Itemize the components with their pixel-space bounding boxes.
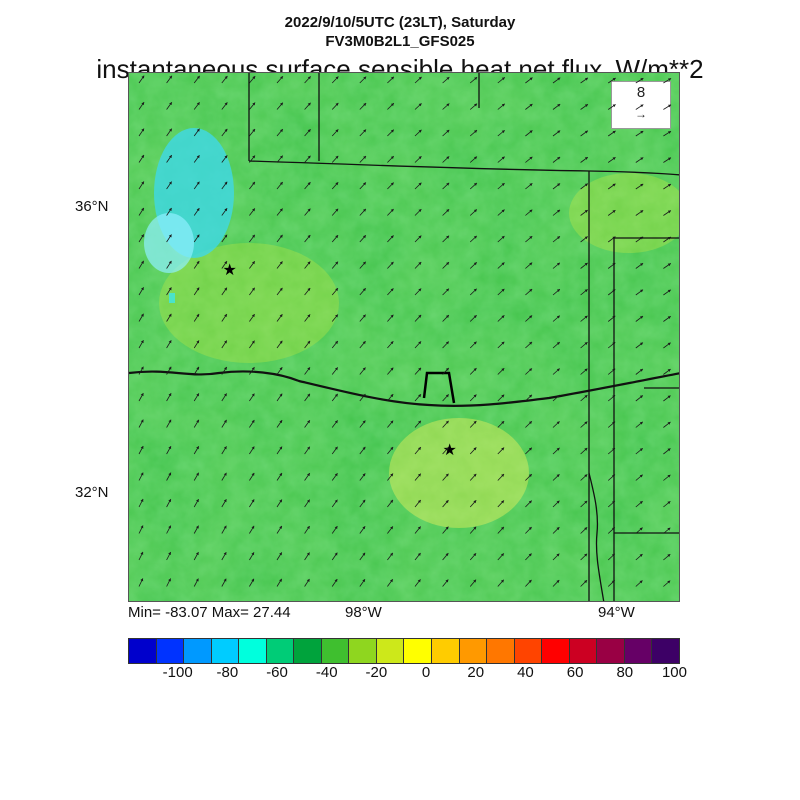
axis-label-36N: 36°N bbox=[75, 198, 109, 215]
axis-label-98W: 98°W bbox=[345, 604, 382, 621]
wind-arrow-overlay bbox=[129, 73, 680, 602]
model-line: FV3M0B2L1_GFS025 bbox=[0, 33, 800, 52]
axis-label-32N: 32°N bbox=[75, 484, 109, 501]
colorbar-gradient bbox=[128, 638, 680, 664]
datetime-line: 2022/9/10/5UTC (23LT), Saturday bbox=[0, 14, 800, 33]
minmax-label: Min= -83.07 Max= 27.44 bbox=[128, 604, 291, 621]
colorbar-ticks: -100 -80 -60 -40 -20 0 20 40 60 80 100 bbox=[128, 664, 680, 684]
axis-label-94W: 94°W bbox=[598, 604, 635, 621]
colorbar-section: -100 -80 -60 -40 -20 0 20 40 60 80 100 bbox=[128, 638, 680, 684]
heat-flux-map: 8 → ★ ★ bbox=[128, 72, 680, 602]
